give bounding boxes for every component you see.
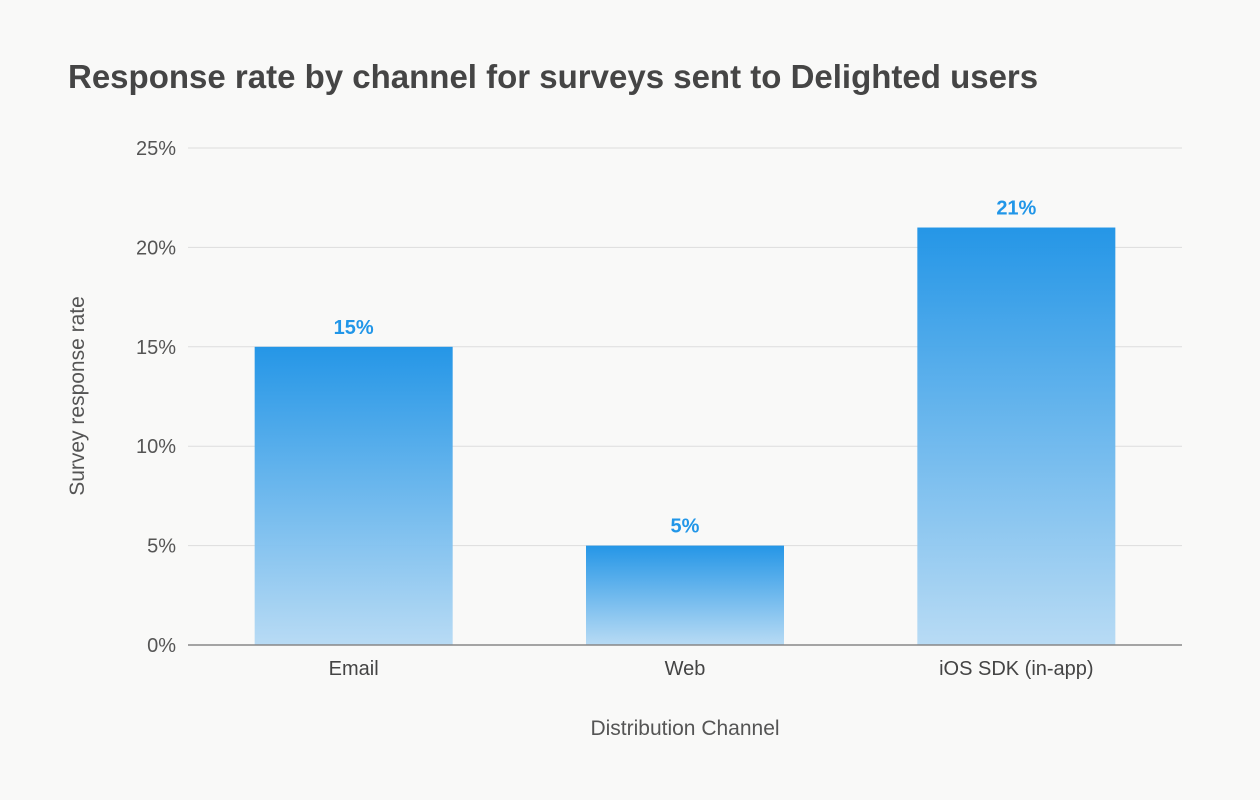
bar-ios-sdk-in-app- <box>917 227 1116 645</box>
y-tick-label: 20% <box>136 237 176 259</box>
x-tick-label: Web <box>665 658 706 680</box>
y-tick-label: 5% <box>147 536 176 558</box>
x-axis-label: Distribution Channel <box>590 717 779 740</box>
y-tick-label: 15% <box>136 337 176 359</box>
bar-web <box>586 545 784 645</box>
data-label: 21% <box>996 198 1036 220</box>
data-label: 5% <box>671 516 700 538</box>
y-tick-label: 10% <box>136 436 176 458</box>
chart-title: Response rate by channel for surveys sen… <box>68 58 1039 95</box>
bar-email <box>254 346 453 645</box>
data-label: 15% <box>334 317 374 339</box>
y-tick-label: 25% <box>136 138 176 160</box>
x-tick-label: iOS SDK (in-app) <box>939 658 1094 680</box>
y-tick-label: 0% <box>147 635 176 657</box>
y-axis-label: Survey response rate <box>66 296 89 496</box>
x-tick-label: Email <box>329 658 379 680</box>
